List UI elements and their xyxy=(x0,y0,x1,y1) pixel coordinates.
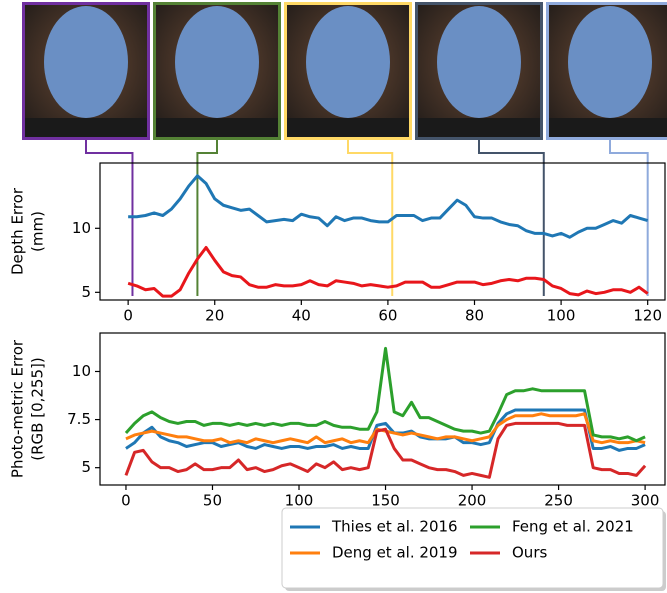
x-tick-label: 120 xyxy=(633,307,662,325)
face-mesh xyxy=(437,6,521,118)
y-tick-label: 5 xyxy=(81,283,91,301)
x-tick-label: 20 xyxy=(205,307,224,325)
plot: 0 20 40 60 80 100 120 5 10 Depth Error (mm) xyxy=(9,140,666,325)
frame-connector xyxy=(85,140,134,296)
frame-connector xyxy=(609,140,649,296)
y-tick-label: 10 xyxy=(72,362,91,380)
shirt xyxy=(546,118,667,140)
series-line xyxy=(124,346,646,443)
plots: 0 20 40 60 80 100 120 5 10 Depth Error (mm) 0 50 100 1… xyxy=(9,140,666,510)
x-tick-label: 300 xyxy=(631,492,660,510)
y-tick-label: 7.5 xyxy=(67,410,91,428)
shirt xyxy=(284,118,412,140)
x-tick-label: 250 xyxy=(544,492,573,510)
shirt xyxy=(153,118,281,140)
y-tick-label: 10 xyxy=(72,219,91,237)
image-frame xyxy=(153,2,281,140)
series-line xyxy=(127,246,649,298)
face-mesh xyxy=(568,6,652,118)
x-tick-label: 40 xyxy=(292,307,311,325)
image-frame xyxy=(546,2,667,140)
x-tick-label: 50 xyxy=(203,492,222,510)
legend-label: Feng et al. 2021 xyxy=(512,518,634,536)
x-tick-label: 60 xyxy=(378,307,397,325)
face-images xyxy=(22,2,667,140)
y-axis-label: (mm) xyxy=(29,211,47,252)
x-tick-label: 0 xyxy=(123,307,133,325)
y-axis-label: (RGB [0,255]) xyxy=(29,357,47,460)
image-frame xyxy=(284,2,412,140)
image-frame xyxy=(22,2,150,140)
plot: 0 50 100 150 200 250 300 5 7.5 10 Photo-metric Err… xyxy=(9,332,666,510)
y-tick-label: 5 xyxy=(81,458,91,476)
x-tick-label: 150 xyxy=(371,492,400,510)
legend-label: Deng et al. 2019 xyxy=(332,544,458,562)
face-mesh xyxy=(306,6,390,118)
shirt xyxy=(415,118,543,140)
series-line xyxy=(128,174,649,239)
legend: Thies et al. 2016 Deng et al. 2019 Feng et… xyxy=(281,507,666,591)
y-axis-label: Photo-metric Error xyxy=(9,339,27,478)
axes-frame xyxy=(99,332,666,486)
x-tick-label: 0 xyxy=(121,492,131,510)
x-tick-label: 100 xyxy=(285,492,314,510)
face-mesh xyxy=(44,6,128,118)
legend-label: Thies et al. 2016 xyxy=(331,518,458,536)
x-tick-label: 80 xyxy=(465,307,484,325)
frame-connector xyxy=(478,140,545,296)
image-frame xyxy=(415,2,543,140)
x-tick-label: 100 xyxy=(547,307,576,325)
shirt xyxy=(22,118,150,140)
legend-box xyxy=(281,507,664,589)
series-line xyxy=(125,408,646,452)
x-tick-label: 200 xyxy=(458,492,487,510)
axes-frame xyxy=(99,162,666,301)
y-axis-label: Depth Error xyxy=(9,187,27,275)
series-line xyxy=(124,421,647,479)
frame-connector xyxy=(347,140,394,296)
face-mesh xyxy=(175,6,259,118)
legend-label: Ours xyxy=(512,544,547,562)
frame-connector xyxy=(196,140,218,296)
